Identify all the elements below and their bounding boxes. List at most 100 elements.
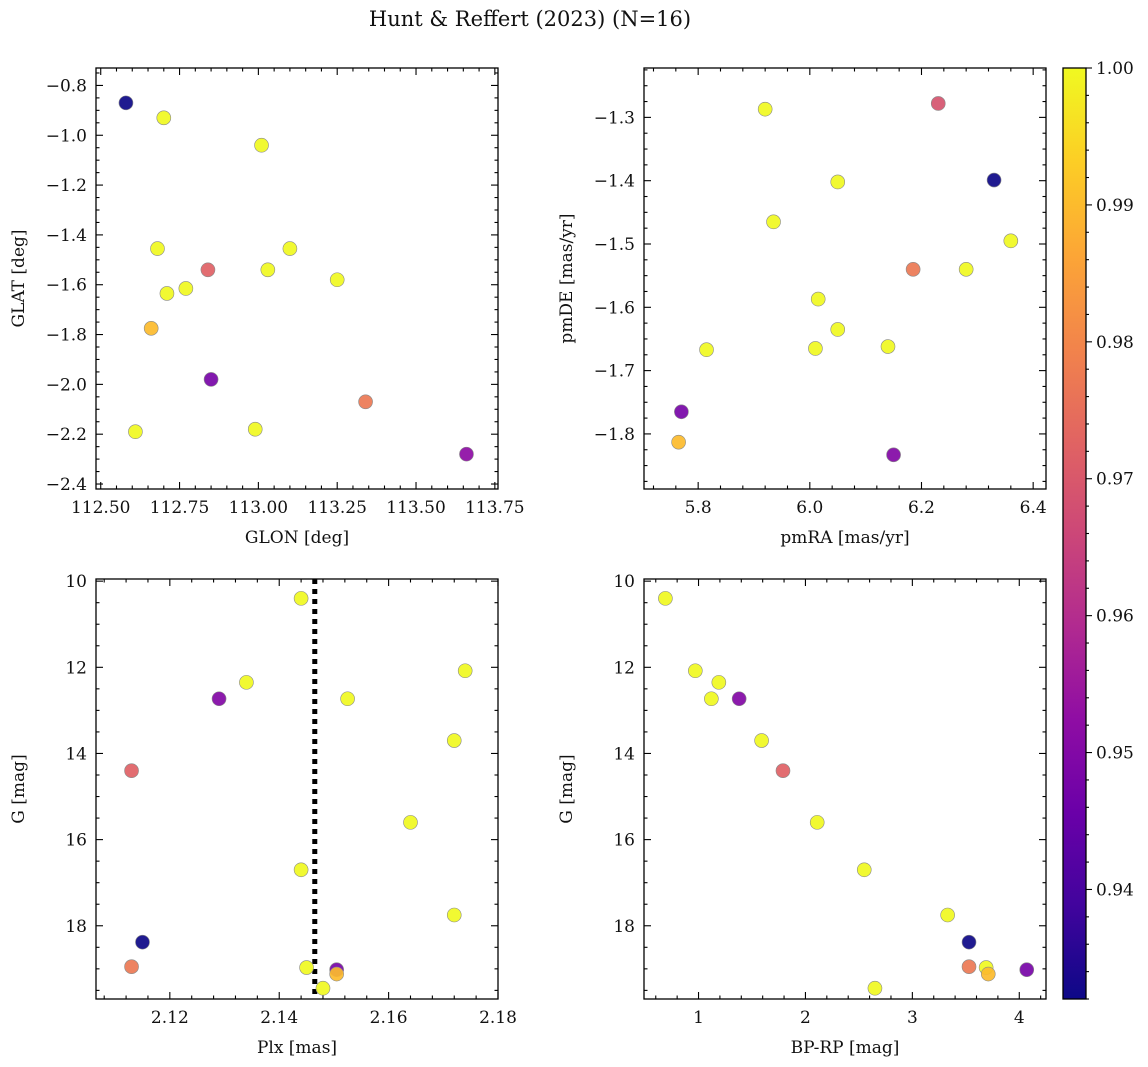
y-axis-label: pmDE [mas/yr] [557, 213, 577, 343]
y-tick-label: −1.8 [594, 425, 635, 445]
x-axis-label: pmRA [mas/yr] [780, 528, 909, 548]
y-axis-label: G [mag] [557, 754, 577, 823]
scatter-point [254, 137, 269, 153]
scatter-point [711, 675, 727, 690]
scatter-point [757, 101, 773, 117]
scatter-point [688, 663, 703, 679]
scatter-point [329, 966, 344, 982]
scatter-point [329, 272, 345, 288]
y-tick-label: −1.5 [594, 235, 635, 255]
plot-frame [95, 67, 499, 490]
scatter-point [118, 95, 134, 111]
scatter-point [961, 934, 977, 950]
scatter-point [403, 815, 418, 830]
scatter-point [150, 241, 165, 256]
y-tick-label: −0.8 [46, 76, 87, 96]
scatter-point [880, 339, 896, 354]
x-tick-label: 112.75 [150, 498, 209, 518]
scatter-point [457, 663, 473, 679]
scatter-point [299, 960, 314, 975]
x-tick-label: 113.25 [307, 498, 366, 518]
plot-frame [643, 67, 1047, 490]
scatter-point [731, 691, 747, 707]
y-tick-label: −1.8 [46, 326, 87, 346]
scatter-point [1019, 962, 1035, 978]
y-tick-label: 18 [613, 917, 635, 937]
scatter-point [766, 214, 781, 230]
scatter-point [830, 322, 846, 337]
y-tick-label: 18 [65, 917, 87, 937]
plot-frame [95, 578, 499, 1000]
y-tick-label: −2.2 [46, 425, 87, 445]
scatter-point [961, 959, 977, 974]
y-tick-label: 14 [65, 744, 87, 764]
y-tick-label: 12 [613, 658, 635, 678]
y-tick-label: 14 [613, 744, 635, 764]
scatter-point [704, 691, 719, 707]
y-tick-label: 16 [65, 831, 87, 851]
y-tick-label: −1.7 [594, 362, 635, 382]
y-tick-label: 16 [613, 831, 635, 851]
scatter-point [940, 907, 955, 923]
panel-plx-g: 2.12 2.14 2.16 2.18 10 12 14 16 18 Plx [mas] G [ma… [9, 572, 517, 1058]
y-tick-label: 10 [65, 572, 87, 592]
colorbar-tick-label: 0.99 [1096, 196, 1134, 216]
scatter-point [658, 591, 673, 606]
scatter-point [124, 763, 139, 778]
scatter-point [135, 934, 150, 950]
scatter-point [856, 862, 872, 878]
scatter-point [775, 763, 791, 778]
scatter-point [1003, 233, 1019, 249]
y-tick-label: −2.0 [46, 375, 87, 395]
scatter-point [239, 675, 254, 690]
scatter-point [124, 959, 139, 974]
scatter-point [830, 174, 846, 190]
x-tick-label: 6.2 [908, 498, 935, 518]
scatter-point [886, 447, 901, 463]
x-tick-label: 112.50 [71, 498, 130, 518]
scatter-point [810, 291, 826, 307]
scatter-point [459, 446, 474, 462]
x-tick-label: 6.4 [1020, 498, 1047, 518]
scatter-point [128, 424, 143, 440]
x-tick-label: 113.75 [465, 498, 524, 518]
y-tick-label: −1.4 [46, 226, 87, 246]
scatter-point [809, 815, 825, 830]
scatter-point [754, 733, 769, 748]
x-axis-label: Plx [mas] [257, 1038, 337, 1058]
panel-pmra-pmde: 5.8 6.0 6.2 6.4 −1.3 −1.4 −1.5 −1.6 −1.7 −1.8 pmRA… [557, 67, 1047, 548]
scatter-point [156, 110, 172, 126]
colorbar-tick-label: 0.94 [1096, 880, 1134, 900]
colorbar-tick-label: 0.98 [1096, 333, 1134, 353]
scatter-point [808, 341, 823, 356]
y-tick-label: −1.3 [594, 108, 635, 128]
scatter-point [293, 591, 309, 606]
scatter-point [293, 862, 309, 878]
scatter-point [211, 691, 227, 707]
plot-frame [643, 578, 1047, 1000]
colorbar-tick-label: 0.95 [1096, 744, 1134, 764]
x-tick-label: 1 [693, 1008, 704, 1028]
x-tick-label: 6.0 [796, 498, 823, 518]
x-axis-label: GLON [deg] [245, 528, 349, 548]
x-tick-label: 2.14 [260, 1008, 298, 1028]
y-axis-label: GLAT [deg] [9, 229, 29, 327]
x-tick-label: 113.00 [229, 498, 288, 518]
x-tick-label: 4 [1014, 1008, 1025, 1028]
scatter-point [340, 691, 355, 707]
panel-glon-glat: 112.50 112.75 113.00 113.25 113.50 113.75 −0.8… [9, 67, 525, 548]
scatter-point [980, 966, 996, 982]
scatter-point [358, 394, 373, 410]
scatter-point [671, 434, 686, 450]
scatter-point [699, 342, 714, 358]
scatter-point [958, 262, 974, 277]
y-tick-label: −1.6 [46, 276, 87, 296]
scatter-point [986, 172, 1002, 188]
scatter-point [203, 372, 219, 387]
x-tick-label: 2.16 [370, 1008, 408, 1028]
scatter-point [247, 421, 263, 437]
scatter-point [260, 262, 276, 278]
y-axis-label: G [mag] [9, 754, 29, 823]
x-tick-label: 2.18 [479, 1008, 517, 1028]
